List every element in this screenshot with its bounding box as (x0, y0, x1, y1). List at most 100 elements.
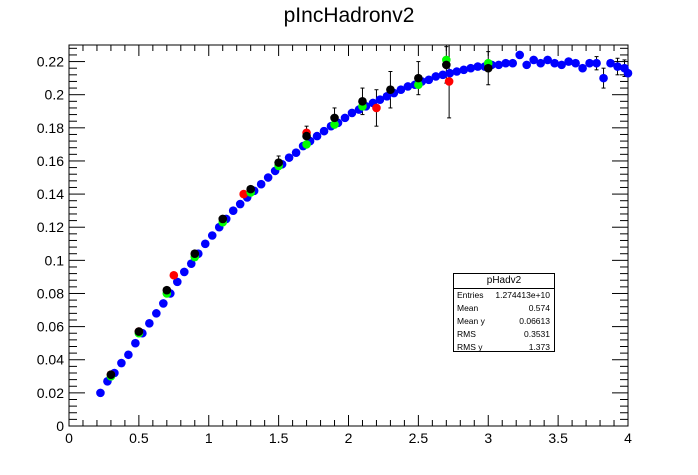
data-point-series-0 (96, 388, 105, 398)
data-point-series-3 (442, 60, 451, 70)
data-point-series-0 (494, 60, 504, 70)
y-tick-label: 0.18 (37, 120, 64, 136)
data-point-series-0 (207, 231, 217, 240)
data-point-series-3 (190, 249, 200, 259)
data-point-series-0 (382, 92, 392, 101)
data-point-series-0 (452, 67, 462, 76)
data-point-series-0 (291, 148, 301, 157)
data-point-series-3 (302, 131, 311, 141)
stats-value: 0.574 (528, 303, 550, 313)
data-point-series-0 (438, 70, 448, 80)
x-tick-label: 1.5 (269, 430, 289, 446)
data-point-series-0 (145, 318, 154, 328)
y-tick-label: 0.2 (45, 87, 65, 103)
data-point-series-0 (473, 62, 483, 71)
data-point-series-0 (459, 65, 469, 75)
data-point-series-1 (169, 270, 179, 280)
data-point-series-0 (606, 58, 615, 68)
data-point-series-0 (256, 179, 266, 189)
data-point-series-0 (179, 267, 189, 277)
x-tick-label: 2.5 (409, 430, 429, 446)
data-point-series-3 (330, 113, 339, 123)
data-point-series-3 (414, 73, 423, 83)
data-point-series-1 (444, 77, 454, 86)
stats-key: RMS y (457, 342, 483, 352)
data-point-series-0 (312, 131, 322, 141)
data-point-series-3 (134, 327, 144, 336)
stats-row-entries: Entries 1.274413e+10 (454, 289, 554, 302)
x-tick-label: 3.5 (548, 430, 568, 446)
y-tick-label: 0.16 (37, 153, 64, 169)
data-point-series-0 (613, 62, 622, 71)
data-point-series-0 (501, 58, 511, 68)
y-tick-label: 0 (56, 418, 64, 434)
data-point-series-0 (623, 68, 633, 78)
y-tick-label: 0.1 (45, 252, 65, 268)
data-point-series-0 (599, 73, 608, 83)
stats-key: Mean (457, 303, 479, 313)
data-point-series-0 (340, 113, 350, 123)
data-point-series-0 (564, 57, 573, 66)
stats-value: 0.06613 (519, 316, 550, 326)
data-point-series-0 (536, 58, 545, 68)
stats-value: 1.373 (528, 342, 550, 352)
x-tick-label: 4 (624, 430, 632, 446)
data-point-series-3 (218, 214, 228, 224)
data-point-series-0 (124, 350, 133, 360)
plot-frame (68, 44, 629, 427)
data-point-series-0 (543, 55, 552, 65)
data-point-series-3 (483, 63, 493, 73)
data-point-series-0 (152, 309, 161, 318)
x-tick-label: 0.5 (129, 430, 149, 446)
data-point-series-0 (186, 259, 196, 268)
data-point-series-0 (228, 206, 238, 215)
y-tick-label: 0.04 (37, 352, 64, 368)
data-point-series-0 (466, 63, 476, 73)
data-point-series-1 (372, 103, 381, 113)
data-point-series-0 (117, 358, 126, 368)
stats-row-rms-y: RMS y 1.373 (454, 341, 554, 354)
x-tick-label: 1 (205, 430, 213, 446)
data-point-series-3 (162, 285, 172, 295)
data-point-series-3 (358, 97, 367, 106)
data-point-series-0 (508, 58, 518, 68)
data-point-series-0 (159, 299, 168, 308)
y-tick-label: 0.22 (37, 54, 64, 70)
data-point-series-3 (246, 184, 255, 194)
data-point-series-0 (200, 239, 210, 249)
data-point-series-0 (424, 75, 434, 85)
data-point-series-0 (515, 50, 524, 60)
stats-row-rms: RMS 0.3531 (454, 328, 554, 341)
data-point-series-0 (263, 173, 273, 182)
data-point-series-2 (330, 120, 339, 129)
data-point-series-0 (131, 338, 140, 348)
data-point-series-2 (414, 80, 423, 90)
stats-key: Entries (457, 290, 484, 300)
data-point-series-0 (550, 58, 559, 68)
y-tick-label: 0.14 (37, 186, 64, 202)
data-point-series-0 (235, 199, 245, 209)
data-point-series-0 (347, 108, 357, 118)
stats-box-title: pHadv2 (454, 274, 554, 289)
data-point-series-3 (106, 370, 116, 379)
data-point-series-0 (529, 55, 538, 65)
data-point-series-0 (375, 95, 385, 104)
data-point-series-0 (578, 63, 587, 73)
x-tick-label: 2 (345, 430, 353, 446)
data-point-series-0 (319, 126, 329, 136)
stats-value: 1.274413e+10 (495, 290, 550, 300)
y-tick-label: 0.12 (37, 219, 64, 235)
stats-key: Mean y (457, 316, 485, 326)
stats-key: RMS (457, 329, 476, 339)
y-tick-label: 0.08 (37, 285, 64, 301)
data-point-series-0 (445, 68, 455, 78)
stats-row-mean: Mean 0.574 (454, 302, 554, 315)
data-point-series-0 (522, 60, 531, 70)
stats-value: 0.3531 (524, 329, 550, 339)
data-point-series-0 (592, 58, 601, 68)
x-tick-label: 0 (65, 430, 73, 446)
stats-box: pHadv2 Entries 1.274413e+10 Mean 0.574 M… (453, 273, 555, 352)
data-point-series-0 (396, 85, 406, 95)
data-point-series-0 (403, 82, 413, 91)
data-point-series-0 (173, 277, 182, 287)
